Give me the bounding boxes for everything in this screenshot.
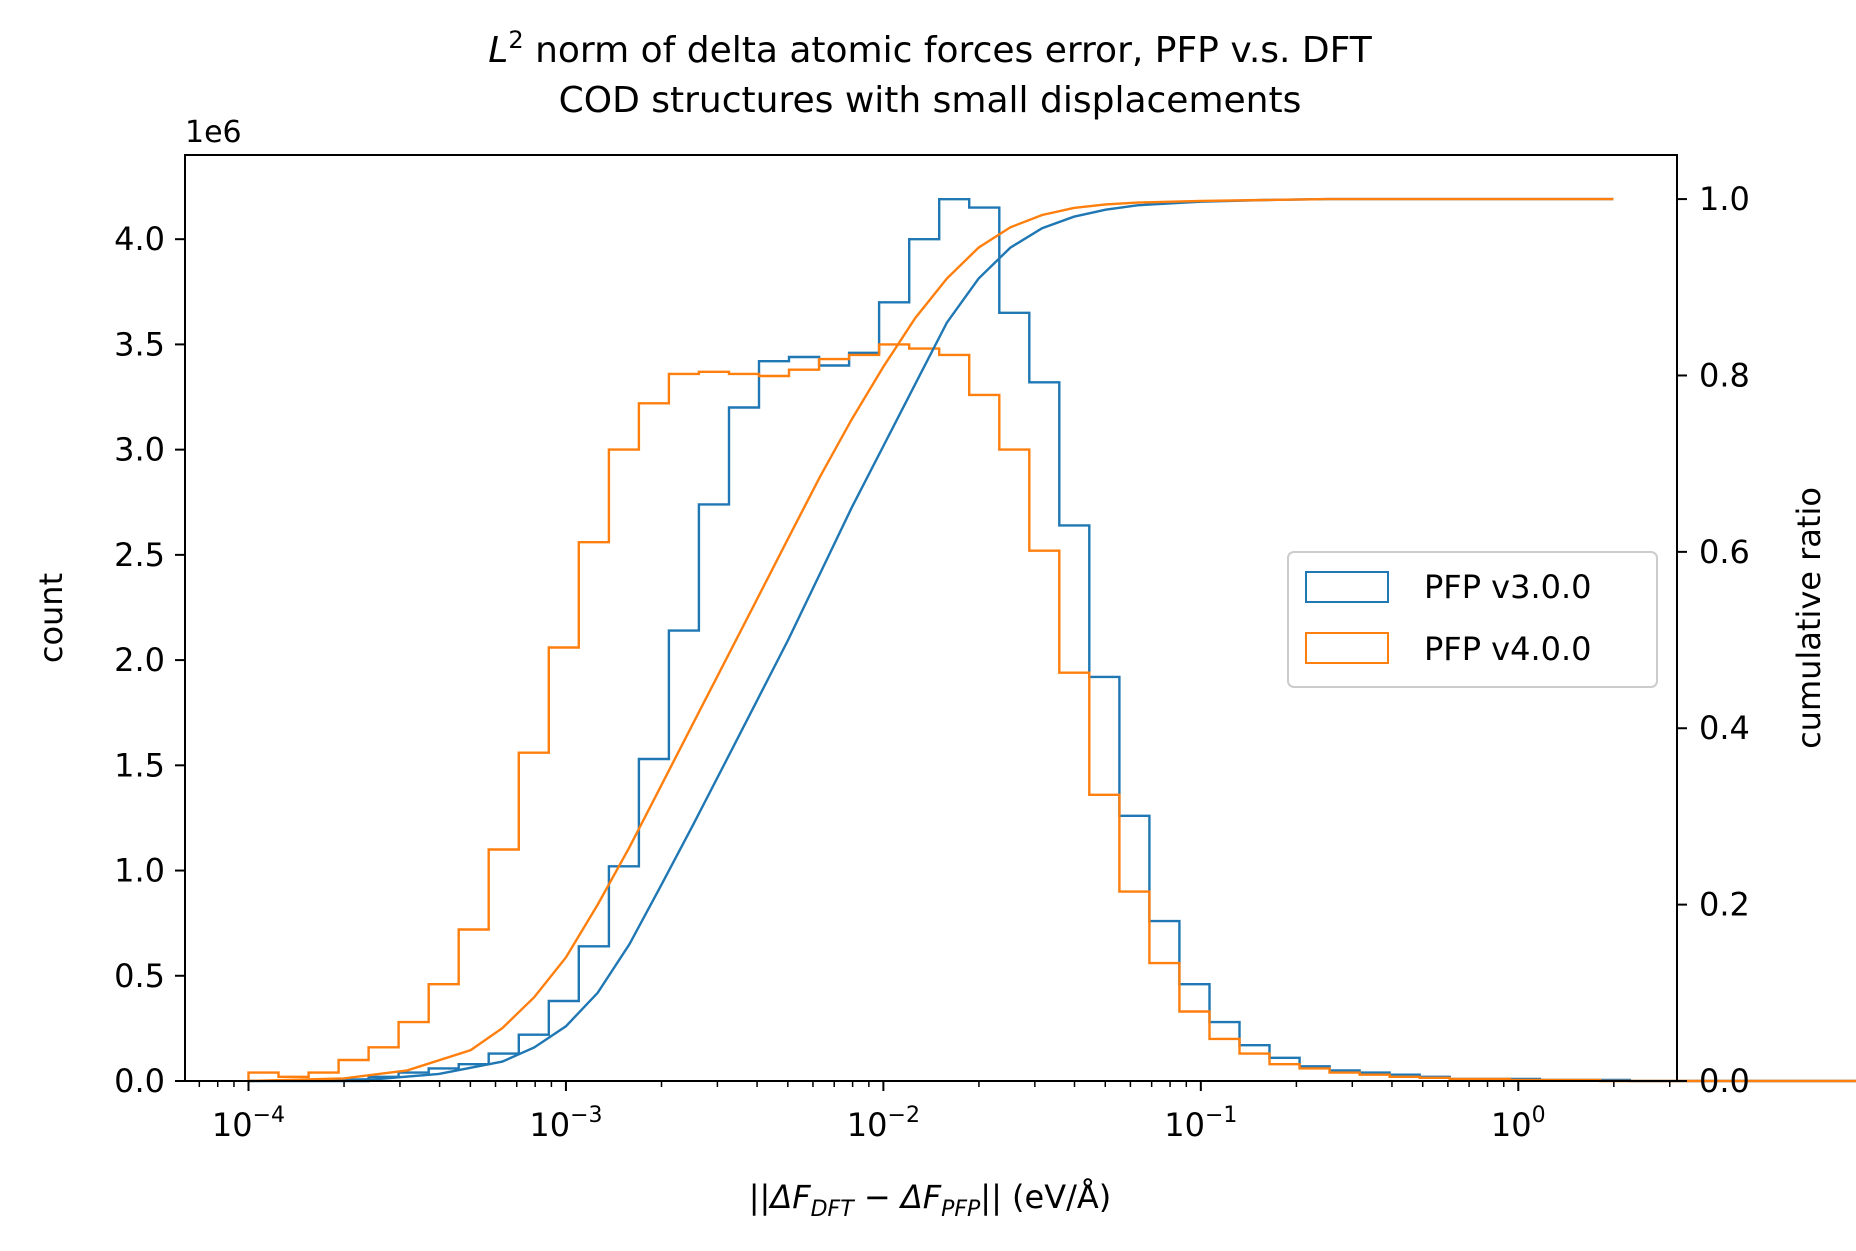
y-tick-label: 3.0 [114, 431, 165, 469]
y2-tick-label: 0.0 [1699, 1062, 1750, 1100]
legend-frame [1287, 551, 1658, 688]
y2-tick-label: 1.0 [1699, 180, 1750, 218]
y-tick-label: 1.0 [114, 852, 165, 890]
y-tick-label: 2.0 [114, 641, 165, 679]
y2-tick-label: 0.6 [1699, 533, 1750, 571]
y-scale-label: 1e6 [185, 115, 242, 150]
y-tick-label: 3.5 [114, 325, 165, 363]
axes-frame [184, 154, 1678, 1082]
plot-area [247, 197, 1856, 1083]
y-tick-label: 0.0 [114, 1062, 165, 1100]
x-tick-label: 100 [1491, 1103, 1546, 1144]
y-tick-label: 2.5 [114, 536, 165, 574]
chart-title-line2: COD structures with small displacements [559, 80, 1302, 121]
cumulative-line-series-2 [248, 197, 1614, 1083]
y-axis-label: count [32, 573, 70, 663]
x-axis-label: ||ΔFDFT − ΔFPFP|| (eV/Å) [749, 1178, 1112, 1222]
tick-layer: 10−4 10−3 10−2 10−1 100 0.0 0.5 1.0 1.5 2.0 2.5 3.0… [114, 180, 1750, 1144]
x-tick-label: 10−4 [212, 1103, 285, 1144]
x-tick-label: 10−2 [847, 1103, 920, 1144]
chart-title-line1: L2 norm of delta atomic forces error, PF… [488, 26, 1372, 71]
x-tick-label: 10−1 [1164, 1103, 1237, 1144]
y2-tick-label: 0.4 [1699, 709, 1750, 747]
legend-label-v3: PFP v3.0.0 [1424, 568, 1592, 606]
legend: PFP v3.0.0 PFP v4.0.0 [1287, 551, 1658, 688]
x-tick-label: 10−3 [529, 1103, 602, 1144]
histogram-series-2 [247, 343, 1856, 1083]
y2-tick-label: 0.8 [1699, 356, 1750, 394]
y2-tick-label: 0.2 [1699, 886, 1750, 924]
legend-swatch-v4 [1305, 632, 1389, 664]
y-tick-label: 0.5 [114, 957, 165, 995]
legend-swatch-v3 [1305, 571, 1389, 603]
legend-label-v4: PFP v4.0.0 [1424, 630, 1592, 668]
y-tick-label: 4.0 [114, 220, 165, 258]
y-tick-label: 1.5 [114, 746, 165, 784]
y2-axis-label: cumulative ratio [1790, 487, 1828, 749]
